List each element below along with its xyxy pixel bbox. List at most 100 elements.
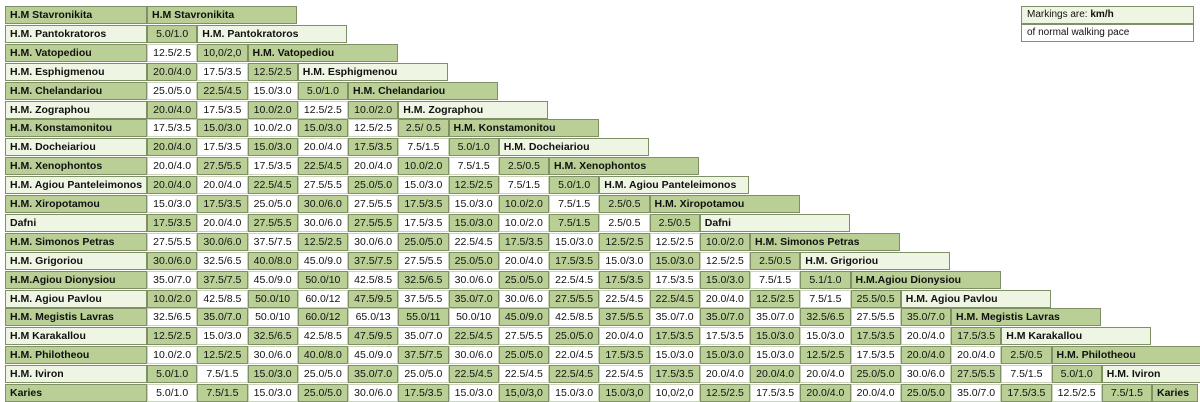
distance-cell: 35.0/7.0: [197, 308, 247, 326]
distance-cell: 7.5/1.5: [197, 365, 247, 383]
distance-cell: 47.5/9.5: [348, 290, 398, 308]
distance-cell: 17.5/3.5: [599, 271, 649, 289]
distance-cell: 35.0/7.0: [901, 308, 951, 326]
distance-cell: 35.0/7.0: [650, 308, 700, 326]
distance-cell: 22.0/4.5: [549, 346, 599, 364]
distance-cell: 2.5/0.5: [599, 214, 649, 232]
distance-cell: 60.0/12: [298, 308, 348, 326]
distance-cell: 5.0/1.0: [147, 365, 197, 383]
legend-prefix: Markings are:: [1027, 9, 1090, 20]
distance-cell: 20.0/4.0: [800, 384, 850, 402]
distance-cell: 12.5/2.5: [197, 346, 247, 364]
legend-unit: km/h: [1090, 9, 1113, 20]
distance-cell: 10.0/2.0: [248, 119, 298, 137]
distance-cell: 50.0/10: [248, 290, 298, 308]
distance-cell: 35.0/7.0: [147, 271, 197, 289]
distance-cell: 20.0/4.0: [147, 138, 197, 156]
distance-cell: 15.0/3.0: [197, 327, 247, 345]
distance-cell: 17.5/3.5: [851, 346, 901, 364]
distance-cell: 47.5/9.5: [348, 327, 398, 345]
distance-cell: 42.5/8.5: [549, 308, 599, 326]
distance-cell: 2.5/ 0.5: [398, 119, 448, 137]
distance-cell: 15.0/3.0: [248, 384, 298, 402]
distance-cell: 50.0/10: [248, 308, 298, 326]
distance-cell: 10,0/2,0: [650, 384, 700, 402]
diagonal-label: H.M. Vatopediou: [248, 44, 398, 62]
row-name: H.M. Xiropotamou: [5, 195, 147, 213]
row-name: H.M. Iviron: [5, 365, 147, 383]
distance-cell: 25.0/5.0: [298, 365, 348, 383]
distance-cell: 17.5/3.5: [248, 157, 298, 175]
distance-cell: 20.0/4.0: [951, 346, 1001, 364]
distance-cell: 30.0/6.0: [348, 233, 398, 251]
distance-cell: 15.0/3,0: [599, 384, 649, 402]
distance-cell: 25.0/5.0: [398, 365, 448, 383]
distance-cell: 15.0/3.0: [298, 119, 348, 137]
distance-cell: 7.5/1.5: [197, 384, 247, 402]
row-name: Karies: [5, 384, 147, 402]
distance-cell: 15.0/3.0: [650, 346, 700, 364]
distance-cell: 12.5/2.5: [750, 290, 800, 308]
distance-cell: 30.0/6.0: [298, 195, 348, 213]
distance-cell: 25.0/5.0: [901, 384, 951, 402]
distance-cell: 5.0/1.0: [549, 176, 599, 194]
distance-cell: 20.0/4.0: [499, 252, 549, 270]
distance-cell: 60.0/12: [298, 290, 348, 308]
distance-cell: 10.0/2.0: [700, 233, 750, 251]
row-name: H.M. Simonos Petras: [5, 233, 147, 251]
distance-cell: 20.0/4.0: [348, 157, 398, 175]
diagonal-label: H.M. Xiropotamou: [650, 195, 800, 213]
distance-cell: 25.0/5.0: [147, 82, 197, 100]
distance-cell: 22.5/4.5: [449, 365, 499, 383]
distance-cell: 12.5/2.5: [650, 233, 700, 251]
distance-cell: 37.5/7.5: [398, 346, 448, 364]
distance-cell: 27.5/5.5: [348, 214, 398, 232]
diagonal-label: H.M. Zographou: [398, 101, 548, 119]
distance-cell: 17.5/3.5: [398, 384, 448, 402]
distance-cell: 15.0/3.0: [549, 384, 599, 402]
distance-cell: 7.5/1.5: [800, 290, 850, 308]
distance-cell: 17.5/3.5: [499, 233, 549, 251]
distance-cell: 22.5/4.5: [599, 365, 649, 383]
distance-cell: 22.5/4.5: [248, 176, 298, 194]
distance-cell: 5.1/1.0: [800, 271, 850, 289]
row-name: H.M. Chelandariou: [5, 82, 147, 100]
diagonal-label: H.M. Simonos Petras: [750, 233, 900, 251]
distance-cell: 30.0/6.0: [147, 252, 197, 270]
distance-cell: 32.5/6.5: [398, 271, 448, 289]
diagonal-label: Karies: [1152, 384, 1198, 402]
distance-cell: 27.5/5.5: [348, 195, 398, 213]
distance-cell: 10.0/2.0: [147, 290, 197, 308]
row-name: H.M. Vatopediou: [5, 44, 147, 62]
distance-cell: 17.5/3.5: [650, 365, 700, 383]
distance-cell: 32.5/6.5: [800, 308, 850, 326]
distance-cell: 12.5/2.5: [700, 384, 750, 402]
distance-cell: 2.5/0.5: [750, 252, 800, 270]
row-name: H.M. Konstamonitou: [5, 119, 147, 137]
distance-cell: 12.5/2.5: [1052, 384, 1102, 402]
distance-cell: 17.5/3.5: [147, 214, 197, 232]
row-name: H.M. Grigoriou: [5, 252, 147, 270]
row-name: H.M. Zographou: [5, 101, 147, 119]
distance-cell: 17.5/3.5: [197, 63, 247, 81]
distance-cell: 27.5/5.5: [298, 176, 348, 194]
distance-cell: 27.5/5.5: [147, 233, 197, 251]
distance-cell: 27.5/5.5: [851, 308, 901, 326]
distance-cell: 15.0/3.0: [750, 327, 800, 345]
distance-cell: 30.0/6.0: [248, 346, 298, 364]
distance-cell: 20.0/4.0: [147, 176, 197, 194]
distance-cell: 15.0/3.0: [800, 327, 850, 345]
distance-cell: 2.5/0.5: [1001, 346, 1051, 364]
distance-cell: 12.5/2.5: [700, 252, 750, 270]
diagonal-label: H.M Stavronikita: [147, 6, 297, 24]
distance-cell: 15.0/3.0: [549, 233, 599, 251]
distance-cell: 20.0/4.0: [147, 63, 197, 81]
distance-cell: 15.0/3.0: [599, 252, 649, 270]
distance-cell: 17.5/3.5: [197, 138, 247, 156]
distance-cell: 35.0/7.0: [700, 308, 750, 326]
distance-cell: 37.5/5.5: [398, 290, 448, 308]
diagonal-label: H.M Karakallou: [1001, 327, 1151, 345]
row-name: H.M. Docheiariou: [5, 138, 147, 156]
distance-cell: 10.0/2.0: [348, 101, 398, 119]
row-name: H.M. Esphigmenou: [5, 63, 147, 81]
